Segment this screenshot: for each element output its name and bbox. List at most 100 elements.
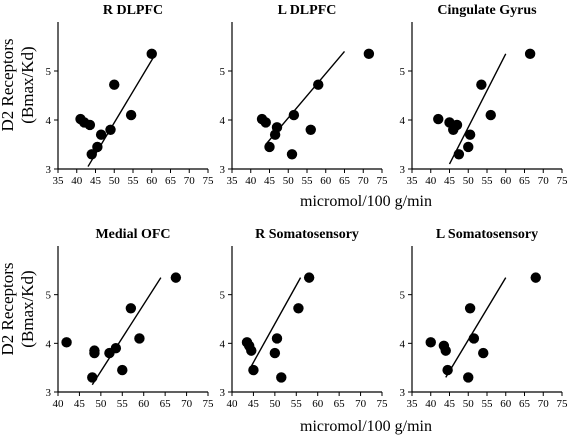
x-tick-label: 40 xyxy=(245,175,257,187)
data-point xyxy=(95,129,107,140)
x-tick-label: 40 xyxy=(71,175,83,187)
data-point xyxy=(288,109,300,121)
fit-line xyxy=(448,53,507,165)
y-tick-label: 4 xyxy=(400,115,406,127)
y-tick-label: 3 xyxy=(46,164,52,176)
data-point xyxy=(276,372,287,383)
data-point xyxy=(246,345,257,356)
data-point xyxy=(464,129,476,140)
fit-line xyxy=(248,277,302,371)
y-tick-label: 4 xyxy=(46,115,52,127)
x-tick-label: 70 xyxy=(538,175,550,187)
x-tick-label: 55 xyxy=(482,398,494,410)
panel-title: R Somatosensory xyxy=(255,227,359,242)
data-point xyxy=(293,303,304,314)
data-point xyxy=(524,48,536,60)
x-tick-label: 45 xyxy=(74,398,86,410)
y-tick-label: 3 xyxy=(400,164,406,176)
data-point xyxy=(125,303,137,314)
x-tick-label: 70 xyxy=(355,398,367,410)
x-tick-label: 35 xyxy=(407,398,419,410)
fit-line xyxy=(445,277,507,378)
data-point xyxy=(363,48,375,60)
data-point xyxy=(84,119,96,131)
data-point xyxy=(476,79,487,90)
x-tick-label: 35 xyxy=(227,175,239,187)
data-point xyxy=(89,345,100,356)
x-tick-label: 45 xyxy=(444,175,456,187)
data-point xyxy=(125,109,137,121)
y-tick-label: 5 xyxy=(46,66,52,78)
x-tick-label: 75 xyxy=(203,398,215,410)
data-point xyxy=(87,372,98,383)
x-tick-label: 75 xyxy=(557,175,569,187)
x-tick-label: 40 xyxy=(227,398,239,410)
x-tick-label: 45 xyxy=(264,175,276,187)
x-tick-label: 40 xyxy=(425,175,437,187)
x-tick-label: 60 xyxy=(500,398,512,410)
data-point xyxy=(305,124,316,135)
x-tick-label: 35 xyxy=(407,175,419,187)
x-tick-label: 65 xyxy=(519,175,531,187)
x-tick-label: 60 xyxy=(138,398,150,410)
x-tick-label: 70 xyxy=(538,398,550,410)
panel-title: R DLPFC xyxy=(103,3,163,18)
data-point xyxy=(313,79,324,90)
panel-title: Medial OFC xyxy=(95,227,170,242)
y-tick-label: 5 xyxy=(220,290,226,302)
y-tick-label: 5 xyxy=(400,66,406,78)
y-tick-label: 3 xyxy=(400,387,406,399)
data-point xyxy=(463,141,474,153)
data-point xyxy=(117,364,128,376)
x-tick-label: 50 xyxy=(463,398,475,410)
data-point xyxy=(271,333,283,344)
x-tick-label: 60 xyxy=(320,175,332,187)
x-tick-label: 65 xyxy=(165,175,177,187)
x-tick-label: 65 xyxy=(519,398,531,410)
x-tick-label: 65 xyxy=(339,175,351,187)
y-tick-label: 4 xyxy=(400,338,406,350)
data-point xyxy=(286,149,298,160)
y-axis-label-row1-line1: D2 Receptors xyxy=(0,38,17,131)
data-point xyxy=(442,364,453,376)
x-tick-label: 75 xyxy=(377,398,389,410)
data-point xyxy=(271,122,283,133)
data-point xyxy=(269,347,281,359)
data-point xyxy=(453,149,465,160)
x-axis-label-row1: micromol/100 g/min xyxy=(300,193,432,210)
data-point xyxy=(170,272,182,283)
panel-title: L DLPFC xyxy=(278,3,337,18)
x-tick-label: 70 xyxy=(181,398,193,410)
x-tick-label: 55 xyxy=(117,398,129,410)
x-tick-label: 60 xyxy=(500,175,512,187)
y-tick-label: 3 xyxy=(46,387,52,399)
x-tick-label: 60 xyxy=(146,175,158,187)
x-tick-label: 50 xyxy=(283,175,295,187)
data-point xyxy=(110,343,122,354)
data-point xyxy=(92,141,103,153)
data-point xyxy=(86,149,97,160)
data-point xyxy=(463,372,474,383)
x-tick-label: 60 xyxy=(312,398,324,410)
x-tick-label: 40 xyxy=(53,398,65,410)
x-tick-label: 45 xyxy=(444,398,456,410)
y-tick-label: 5 xyxy=(220,66,226,78)
x-tick-label: 65 xyxy=(160,398,172,410)
y-tick-label: 4 xyxy=(220,338,226,350)
data-point xyxy=(105,124,116,135)
y-tick-label: 4 xyxy=(46,338,52,350)
x-tick-label: 75 xyxy=(203,175,215,187)
data-point xyxy=(425,337,436,348)
y-axis-label-row1-line2: (Bmax/Kd) xyxy=(18,46,37,123)
x-tick-label: 55 xyxy=(482,175,494,187)
data-point xyxy=(433,113,444,125)
x-tick-label: 50 xyxy=(463,175,475,187)
x-tick-label: 50 xyxy=(109,175,121,187)
data-point xyxy=(478,347,489,359)
data-point xyxy=(146,48,157,60)
